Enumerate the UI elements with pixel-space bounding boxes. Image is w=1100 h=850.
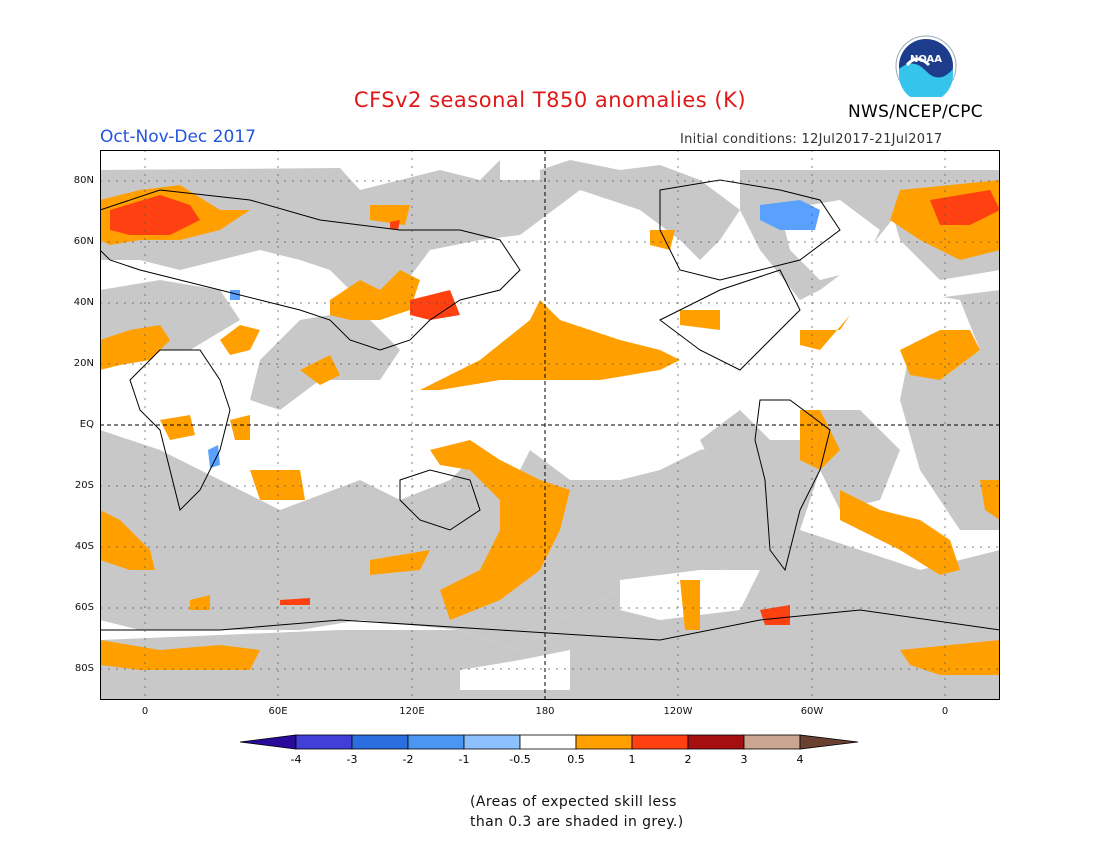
lat-label-80n: 80N	[73, 175, 94, 186]
agency-label: NWS/NCEP/CPC	[848, 102, 983, 122]
colorbar-label: 2	[685, 753, 692, 766]
colorbar-swatch	[351, 734, 409, 750]
positive-anomaly-1-regions	[110, 190, 1000, 625]
skill-note-line-1: (Areas of expected skill less	[470, 794, 677, 810]
lon-label-120w: 120W	[663, 706, 693, 717]
chart-title: CFSv2 seasonal T850 anomalies (K)	[353, 88, 747, 112]
colorbar-label: 0.5	[567, 753, 585, 766]
colorbar-swatch	[631, 734, 689, 750]
season-label: Oct-Nov-Dec 2017	[100, 127, 256, 147]
colorbar-swatch	[463, 734, 521, 750]
lat-label-40s: 40S	[74, 541, 94, 552]
anomaly-map	[100, 150, 1000, 700]
colorbar-swatch	[519, 734, 577, 750]
colorbar-label: 4	[797, 753, 804, 766]
colorbar-label: -4	[291, 753, 302, 766]
skill-note: (Areas of expected skill less than 0.3 a…	[470, 792, 730, 832]
colorbar-label: -0.5	[509, 753, 530, 766]
colorbar-swatch	[295, 734, 353, 750]
lat-label-20s: 20S	[74, 480, 94, 491]
colorbar-label: -1	[459, 753, 470, 766]
lat-label-60s: 60S	[74, 602, 94, 613]
colorbar-label: 3	[741, 753, 748, 766]
lon-label-60w: 60W	[800, 706, 824, 717]
lon-label-60e: 60E	[268, 706, 288, 717]
lat-label-60n: 60N	[73, 236, 94, 247]
lon-label-120e: 120E	[399, 706, 425, 717]
noaa-logo: NOAA	[895, 35, 957, 97]
equator-and-dateline	[100, 150, 1000, 700]
lon-label-0-right: 0	[941, 706, 949, 717]
lon-label-180: 180	[535, 706, 555, 717]
lat-label-80s: 80S	[74, 663, 94, 674]
colorbar-swatch	[743, 734, 801, 750]
skill-note-line-2: than 0.3 are shaded in grey.)	[470, 814, 684, 830]
lat-label-eq: EQ	[79, 419, 94, 430]
colorbar-max-triangle	[799, 734, 859, 750]
lat-label-20n: 20N	[73, 358, 94, 369]
colorbar-label: -2	[403, 753, 414, 766]
colorbar-label: 1	[629, 753, 636, 766]
colorbar: -4 -3 -2 -1 -0.5 0.5 1 2 3 4	[240, 734, 859, 766]
colorbar-min-triangle	[240, 734, 297, 750]
colorbar-label: -3	[347, 753, 358, 766]
colorbar-swatch	[407, 734, 465, 750]
lon-label-0-left: 0	[141, 706, 149, 717]
colorbar-swatch	[687, 734, 745, 750]
coastlines	[100, 179, 1000, 641]
noaa-logo-text: NOAA	[910, 54, 942, 65]
map-grid	[100, 150, 1000, 700]
lat-label-40n: 40N	[73, 297, 94, 308]
initial-conditions-label: Initial conditions: 12Jul2017-21Jul2017	[680, 132, 943, 147]
negative-anomaly-regions	[208, 200, 820, 468]
colorbar-swatch	[575, 734, 633, 750]
